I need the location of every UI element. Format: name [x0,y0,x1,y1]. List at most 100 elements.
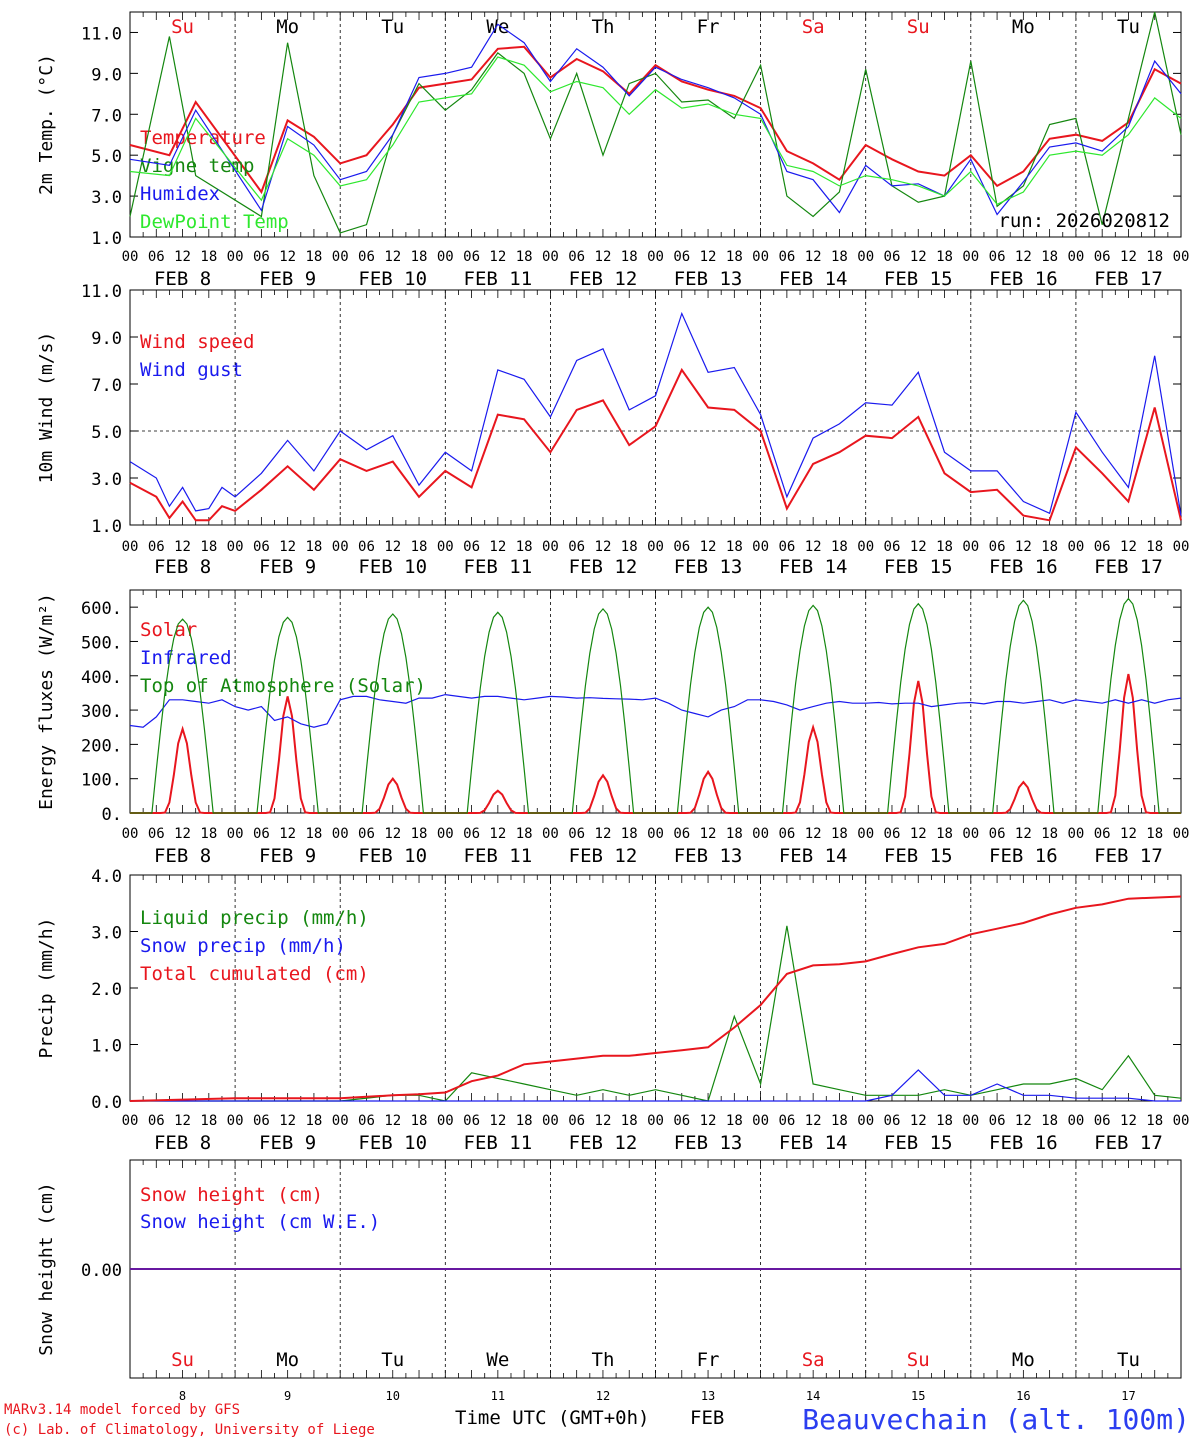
day-abbr-label: Sa [802,16,825,38]
x-hour-label: 12 [1120,539,1137,555]
x-date-label: FEB 14 [779,556,848,578]
day-number-label: 16 [1016,1389,1030,1403]
x-hour-label: 18 [621,1113,638,1129]
legend-entry: Infrared [140,647,232,669]
y-tick-label: 3.0 [91,188,122,208]
x-hour-label: 00 [122,826,139,842]
x-hour-label: 00 [122,1113,139,1129]
y-tick-label: 1.0 [91,229,122,249]
x-hour-label: 06 [148,1113,165,1129]
x-date-label: FEB 10 [358,1132,427,1154]
x-hour-label: 06 [989,1113,1006,1129]
x-hour-label: 00 [332,1113,349,1129]
x-hour-label: 12 [279,539,296,555]
day-abbr-label: Sa [802,1349,825,1371]
x-hour-label: 06 [778,539,795,555]
x-hour-label: 06 [1094,249,1111,265]
x-date-label: FEB 10 [358,845,427,867]
x-hour-label: 18 [1041,1113,1058,1129]
y-axis-label: 10m Wind (m/s) [36,332,57,484]
x-hour-label: 18 [726,826,743,842]
x-hour-label: 06 [1094,826,1111,842]
x-hour-label: 12 [700,539,717,555]
legend-entry: Vigne temp [140,155,254,177]
x-hour-label: 12 [279,249,296,265]
x-hour-label: 00 [227,539,244,555]
x-hour-label: 06 [148,826,165,842]
x-hour-label: 18 [621,826,638,842]
day-abbr-label: Mo [276,1349,299,1371]
x-hour-label: 12 [595,826,612,842]
day-number-label: 14 [806,1389,820,1403]
x-hour-label: 00 [857,826,874,842]
x-hour-label: 06 [463,1113,480,1129]
chart-panel-5: 0.00 Snow height (cm) Su Mo Tu We Th Fr Sa Su Mo Tu… [36,1159,1182,1403]
time-axis-label: Time UTC (GMT+0h) [455,1407,649,1429]
day-number-label: 17 [1121,1389,1135,1403]
x-hour-label: 18 [831,249,848,265]
x-hour-label: 18 [516,826,533,842]
x-hour-label: 00 [647,826,664,842]
x-hour-label: 00 [227,249,244,265]
x-date-label: FEB 14 [779,845,848,867]
x-hour-label: 00 [542,1113,559,1129]
x-hour-label: 18 [936,826,953,842]
legend-entry: Snow height (cm) [140,1184,323,1206]
x-hour-label: 06 [884,539,901,555]
legend-entry: Humidex [140,183,220,205]
y-tick-label: 3.0 [91,924,122,944]
y-tick-label: 9.0 [91,329,122,349]
day-abbr-label: Tu [381,16,404,38]
x-hour-label: 12 [384,826,401,842]
y-tick-label: 5.0 [91,423,122,443]
x-hour-label: 06 [989,539,1006,555]
x-hour-label: 18 [621,249,638,265]
legend-entry: Total cumulated (cm) [140,963,369,985]
x-hour-label: 12 [384,539,401,555]
x-hour-label: 00 [857,1113,874,1129]
x-hour-label: 06 [673,539,690,555]
x-hour-label: 06 [568,539,585,555]
x-hour-label: 00 [1173,826,1190,842]
x-hour-label: 12 [279,826,296,842]
x-hour-label: 18 [1146,826,1163,842]
x-hour-label: 00 [1173,1113,1190,1129]
y-tick-label: 7.0 [91,106,122,126]
x-date-label: FEB 17 [1094,268,1163,290]
series-line [129,693,1182,728]
y-tick-label: 1.0 [91,1037,122,1057]
x-hour-label: 00 [542,539,559,555]
x-hour-label: 06 [989,249,1006,265]
x-hour-label: 00 [437,249,454,265]
y-axis-label: Precip (mm/h) [36,918,57,1059]
x-hour-label: 12 [489,1113,506,1129]
x-hour-label: 12 [489,249,506,265]
x-hour-label: 00 [962,1113,979,1129]
x-hour-label: 12 [1120,826,1137,842]
legend-entry: Wind gust [140,359,243,381]
legend-entry: Liquid precip (mm/h) [140,907,369,929]
x-hour-label: 12 [1015,826,1032,842]
day-abbr-label: Th [592,1349,615,1371]
x-hour-label: 06 [358,826,375,842]
x-date-label: FEB 10 [358,556,427,578]
x-hour-label: 06 [253,539,270,555]
day-number-label: 11 [491,1389,505,1403]
x-hour-label: 12 [910,1113,927,1129]
x-date-label: FEB 9 [259,1132,316,1154]
x-date-label: FEB 13 [674,1132,743,1154]
x-hour-label: 18 [516,1113,533,1129]
y-tick-label: 400. [81,668,122,688]
x-hour-label: 12 [279,1113,296,1129]
x-hour-label: 18 [1146,1113,1163,1129]
day-number-label: 8 [179,1389,186,1403]
x-date-label: FEB 11 [464,556,533,578]
x-hour-label: 12 [805,826,822,842]
x-hour-label: 00 [122,539,139,555]
chart-panel-3: 0. 100. 200. 300. 400. 500. 600. Energy fluxes … [36,589,1190,867]
x-date-label: FEB 15 [884,1132,953,1154]
day-abbr-label: Mo [276,16,299,38]
x-hour-label: 06 [358,249,375,265]
x-hour-label: 00 [542,826,559,842]
